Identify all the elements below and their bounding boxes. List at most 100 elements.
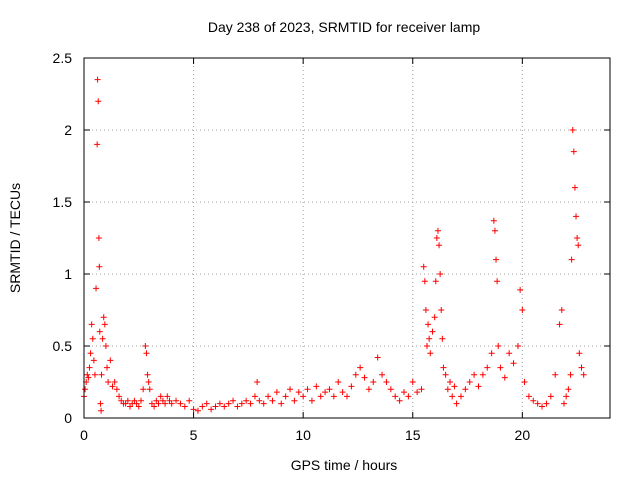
- data-point: [317, 393, 324, 400]
- data-point: [409, 379, 416, 385]
- data-point: [567, 371, 574, 378]
- data-point: [88, 321, 95, 328]
- x-axis-title: GPS time / hours: [291, 457, 398, 473]
- data-point: [571, 184, 578, 191]
- data-point: [91, 371, 98, 378]
- data-point: [247, 400, 254, 407]
- x-tick-label: 20: [515, 427, 531, 443]
- data-point: [96, 328, 103, 335]
- data-point: [451, 383, 458, 390]
- data-point: [506, 350, 513, 357]
- data-point: [574, 235, 581, 241]
- data-point: [177, 400, 184, 407]
- y-tick-label: 2: [64, 122, 72, 138]
- data-point: [558, 307, 565, 313]
- data-point: [102, 343, 109, 349]
- data-point: [251, 393, 258, 400]
- data-point: [96, 263, 103, 270]
- data-point: [95, 98, 102, 105]
- data-point: [157, 393, 164, 400]
- data-point: [440, 364, 447, 371]
- data-point: [124, 397, 131, 404]
- data-point: [383, 379, 390, 385]
- data-point: [291, 397, 298, 404]
- data-point: [457, 393, 464, 400]
- data-point: [414, 389, 421, 396]
- data-point: [151, 403, 158, 410]
- data-point: [173, 397, 180, 404]
- data-point: [254, 379, 261, 385]
- data-point: [437, 271, 444, 277]
- data-point: [514, 343, 521, 349]
- data-point: [560, 400, 567, 407]
- data-point: [547, 393, 554, 400]
- data-point: [313, 383, 320, 390]
- data-point: [225, 400, 232, 407]
- data-point: [146, 386, 153, 393]
- data-point: [438, 307, 445, 313]
- data-point: [491, 227, 498, 234]
- x-tick-label: 10: [295, 427, 311, 443]
- data-point: [475, 383, 482, 390]
- data-point: [113, 386, 120, 393]
- data-point: [370, 379, 377, 385]
- data-point: [162, 400, 169, 407]
- data-point: [493, 256, 500, 263]
- data-point: [423, 343, 430, 349]
- data-point: [361, 374, 368, 381]
- data-point: [135, 403, 142, 410]
- data-point: [442, 371, 449, 378]
- data-point: [190, 406, 197, 413]
- data-point: [387, 386, 394, 393]
- data-point: [104, 364, 111, 371]
- data-point: [425, 321, 432, 328]
- data-point: [569, 127, 576, 133]
- data-point: [578, 364, 585, 371]
- data-point: [326, 386, 333, 393]
- data-series: [81, 76, 587, 414]
- data-point: [94, 76, 101, 83]
- data-point: [322, 389, 329, 396]
- x-tick-label: 0: [80, 427, 88, 443]
- data-point: [168, 400, 175, 407]
- data-point: [490, 217, 497, 224]
- data-point: [488, 350, 495, 357]
- data-point: [260, 400, 267, 407]
- data-point: [256, 397, 263, 404]
- data-point: [137, 397, 144, 404]
- data-point: [295, 389, 302, 396]
- data-point: [164, 393, 171, 400]
- data-point: [243, 397, 250, 404]
- grid-lines: [84, 58, 610, 418]
- data-point: [495, 343, 502, 349]
- data-point: [422, 307, 429, 313]
- data-point: [238, 400, 245, 407]
- data-point: [479, 371, 486, 378]
- data-point: [100, 314, 107, 321]
- data-point: [556, 321, 563, 328]
- data-point: [86, 364, 93, 371]
- data-point: [84, 371, 91, 378]
- data-point: [466, 379, 473, 385]
- data-point: [273, 389, 280, 396]
- chart-title: Day 238 of 2023, SRMTID for receiver lam…: [208, 19, 481, 35]
- data-point: [510, 360, 517, 367]
- data-point: [573, 213, 580, 220]
- data-point: [330, 393, 337, 400]
- data-point: [282, 393, 289, 400]
- data-point: [278, 400, 285, 407]
- data-point: [379, 371, 386, 378]
- data-point: [116, 393, 123, 400]
- data-point: [107, 357, 114, 364]
- data-point: [501, 374, 508, 381]
- data-point: [543, 400, 550, 407]
- y-axis-title: SRMTID / TECUs: [7, 183, 23, 293]
- data-point: [145, 379, 152, 385]
- data-point: [449, 393, 456, 400]
- data-point: [418, 386, 425, 393]
- data-point: [530, 397, 537, 404]
- data-point: [109, 383, 116, 390]
- data-point: [517, 286, 524, 293]
- x-tick-labels: 0 5 10 15 20: [80, 427, 530, 443]
- data-point: [265, 393, 272, 400]
